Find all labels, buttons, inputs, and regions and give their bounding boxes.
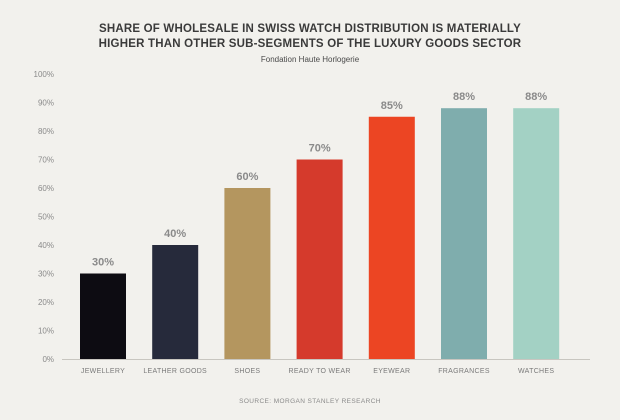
y-tick-label: 60%: [38, 184, 54, 193]
x-tick-label: WATCHES: [518, 368, 554, 375]
data-label: 70%: [309, 143, 331, 155]
y-tick-label: 20%: [38, 298, 54, 307]
bar: [80, 273, 126, 359]
bar: [224, 188, 271, 359]
data-label: 40%: [164, 228, 186, 240]
data-label: 88%: [525, 91, 547, 103]
y-tick-label: 100%: [34, 70, 54, 79]
chart-source: SOURCE: MORGAN STANLEY RESEARCH: [239, 398, 381, 405]
chart-subtitle: Fondation Haute Horlogerie: [260, 55, 360, 64]
bars: 30% 40% 60% 70% 85% 88% 88%: [80, 91, 560, 359]
x-tick-label: FRAGRANCES: [438, 368, 490, 375]
bar: [296, 159, 343, 359]
data-label: 88%: [453, 91, 475, 103]
y-tick-label: 30%: [38, 270, 54, 279]
bar: [368, 116, 415, 359]
y-axis: 0% 10% 20% 30% 40% 50% 60% 70% 80% 90% 100%: [34, 70, 54, 364]
x-tick-label: SHOES: [234, 368, 260, 375]
y-tick-label: 50%: [38, 213, 54, 222]
data-label: 60%: [236, 171, 258, 183]
x-tick-label: READY TO WEAR: [288, 368, 350, 375]
x-axis: JEWELLERY LEATHER GOODS SHOES READY TO WEAR…: [62, 359, 590, 375]
bar: [152, 245, 199, 359]
y-tick-label: 40%: [38, 241, 54, 250]
chart-title-line-1: SHARE OF WHOLESALE IN SWISS WATCH DISTRI…: [99, 23, 521, 35]
x-tick-label: JEWELLERY: [81, 368, 125, 375]
chart-title-line-2: HIGHER THAN OTHER SUB-SEGMENTS OF THE LU…: [98, 38, 522, 50]
y-tick-label: 80%: [38, 127, 54, 136]
y-tick-label: 90%: [38, 99, 54, 108]
chart-title: SHARE OF WHOLESALE IN SWISS WATCH DISTRI…: [0, 22, 620, 52]
x-tick-label: EYEWEAR: [373, 368, 410, 375]
data-label: 85%: [381, 100, 403, 112]
data-label: 30%: [92, 257, 114, 269]
y-tick-label: 10%: [38, 327, 54, 336]
y-tick-label: 70%: [38, 156, 54, 165]
bar: [441, 108, 487, 359]
bar: [513, 108, 560, 359]
x-tick-label: LEATHER GOODS: [143, 368, 207, 375]
y-tick-label: 0%: [42, 355, 54, 364]
